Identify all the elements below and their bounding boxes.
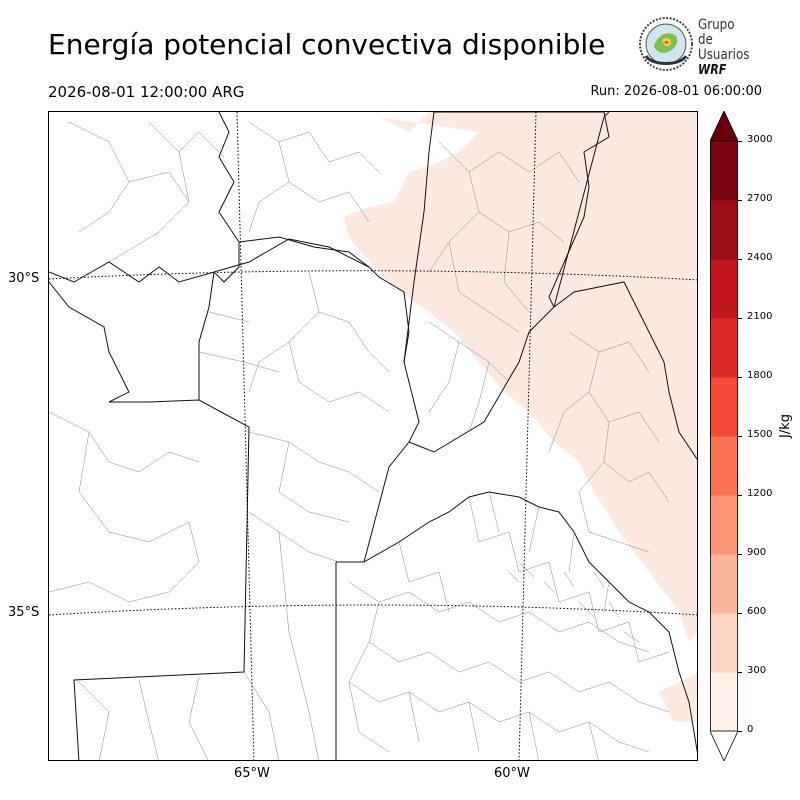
colorbar-segment bbox=[710, 259, 738, 319]
colorbar-tick-label: 600 bbox=[747, 606, 767, 617]
cape-field bbox=[344, 112, 697, 722]
colorbar-tick-label: 300 bbox=[747, 665, 767, 676]
colorbar-tick-label: 900 bbox=[747, 547, 767, 558]
colorbar-segment bbox=[710, 672, 738, 732]
colorbar-tick-label: 0 bbox=[747, 724, 754, 735]
valid-time: 2026-08-01 12:00:00 ARG bbox=[48, 83, 245, 101]
colorbar-tick-label: 2100 bbox=[747, 311, 773, 322]
logo-line3: WRF bbox=[698, 63, 727, 78]
colorbar-segment bbox=[710, 141, 738, 201]
colorbar-tick bbox=[738, 259, 742, 260]
colorbar-segment bbox=[710, 377, 738, 437]
colorbar-frame bbox=[710, 140, 738, 732]
cape-field-area bbox=[659, 673, 697, 722]
colorbar-under-extension bbox=[709, 730, 739, 762]
colorbar-segment bbox=[710, 200, 738, 260]
colorbar-tick bbox=[738, 200, 742, 201]
colorbar-tick bbox=[738, 377, 742, 378]
colorbar-tick bbox=[738, 554, 742, 555]
lat-label-30s: 30°S bbox=[8, 271, 40, 286]
colorbar-segment bbox=[710, 318, 738, 378]
colorbar-tick bbox=[738, 731, 742, 732]
colorbar bbox=[709, 110, 739, 762]
colorbar-segment bbox=[710, 436, 738, 496]
colorbar-tick-label: 3000 bbox=[747, 134, 773, 145]
colorbar-tick-label: 1200 bbox=[747, 488, 773, 499]
colorbar-tick-label: 1500 bbox=[747, 429, 773, 440]
lon-label-60w: 60°W bbox=[494, 766, 530, 781]
graticule bbox=[49, 112, 697, 760]
colorbar-segment bbox=[710, 495, 738, 555]
colorbar-svg bbox=[709, 110, 739, 762]
lat-label-35s: 35°S bbox=[8, 605, 40, 620]
department-borders bbox=[49, 121, 670, 760]
colorbar-unit: J/kg bbox=[778, 414, 793, 438]
province-borders bbox=[49, 112, 697, 760]
parallel-30s bbox=[49, 270, 697, 281]
colorbar-tick bbox=[738, 613, 742, 614]
colorbar-segment bbox=[710, 554, 738, 614]
colorbar-tick-label: 2400 bbox=[747, 252, 773, 263]
logo-line1: Grupo de bbox=[698, 17, 735, 48]
chart-title: Energía potencial convectiva disponible bbox=[48, 28, 606, 61]
colorbar-tick bbox=[738, 495, 742, 496]
colorbar-tick bbox=[738, 141, 742, 142]
parallel-35s bbox=[49, 604, 697, 616]
colorbar-tick-label: 1800 bbox=[747, 370, 773, 381]
meridian-65w bbox=[236, 112, 255, 760]
colorbar-tick-label: 2700 bbox=[747, 193, 773, 204]
globe-icon bbox=[639, 17, 693, 71]
lon-label-65w: 65°W bbox=[234, 766, 270, 781]
run-time: Run: 2026-08-01 06:00:00 bbox=[590, 84, 762, 99]
colorbar-tick bbox=[738, 672, 742, 673]
map-svg bbox=[49, 112, 697, 760]
colorbar-tick bbox=[738, 436, 742, 437]
logo-line2: Usuarios bbox=[698, 47, 750, 63]
wrf-logo: Grupo de Usuarios WRF bbox=[638, 16, 758, 78]
colorbar-over-extension bbox=[709, 110, 739, 142]
colorbar-segment bbox=[710, 613, 738, 673]
colorbar-tick bbox=[738, 318, 742, 319]
map-panel bbox=[48, 111, 698, 761]
cape-field-area bbox=[599, 207, 697, 432]
